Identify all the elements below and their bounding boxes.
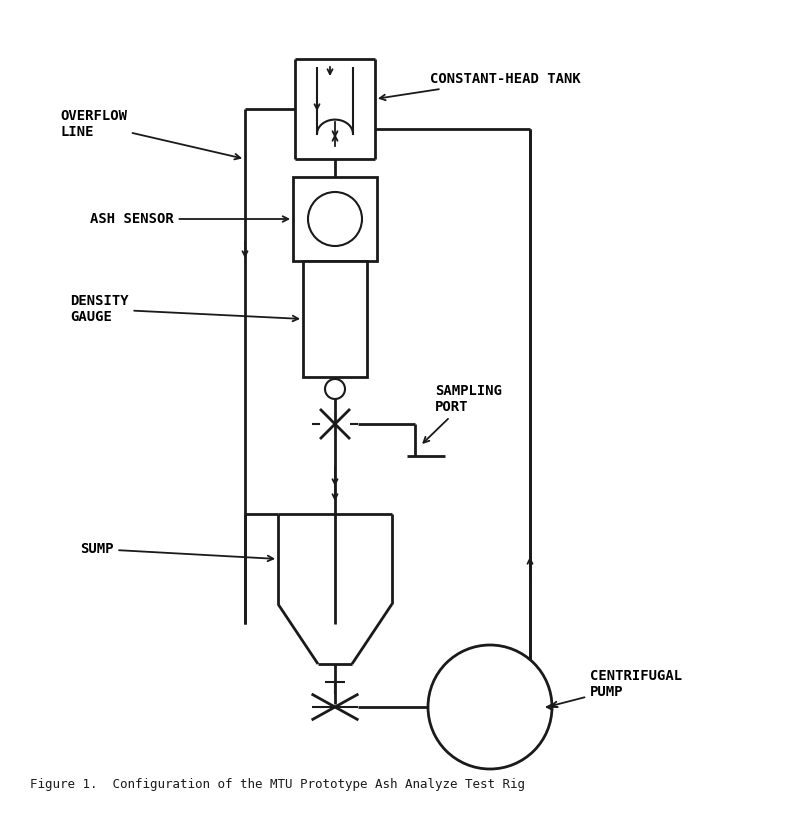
Text: SAMPLING
PORT: SAMPLING PORT	[423, 384, 502, 442]
Text: ASH SENSOR: ASH SENSOR	[90, 212, 288, 226]
Text: DENSITY
GAUGE: DENSITY GAUGE	[70, 294, 298, 324]
Text: CONSTANT-HEAD TANK: CONSTANT-HEAD TANK	[380, 72, 581, 101]
Circle shape	[308, 192, 362, 246]
Text: SUMP: SUMP	[80, 542, 274, 561]
Circle shape	[428, 645, 552, 769]
Text: OVERFLOW
LINE: OVERFLOW LINE	[60, 109, 240, 159]
Text: CENTRIFUGAL
PUMP: CENTRIFUGAL PUMP	[552, 669, 682, 707]
Bar	[303, 261, 367, 377]
Circle shape	[325, 379, 345, 399]
Text: Figure 1.  Configuration of the MTU Prototype Ash Analyze Test Rig: Figure 1. Configuration of the MTU Proto…	[30, 778, 525, 791]
Bar	[293, 177, 377, 261]
